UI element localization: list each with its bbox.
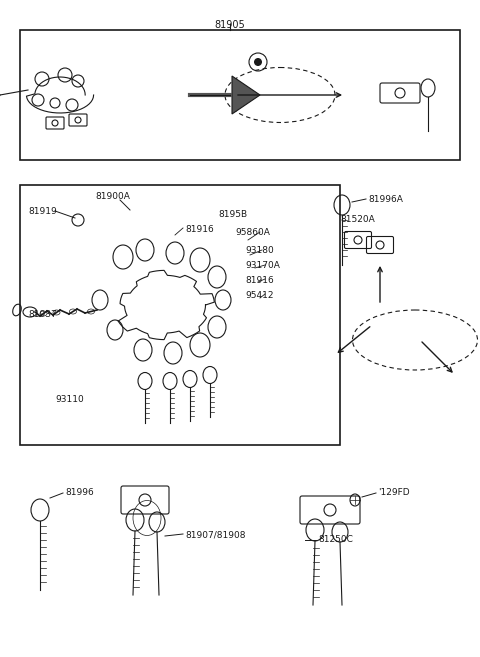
Text: 81916: 81916 bbox=[245, 276, 274, 285]
Text: 93110: 93110 bbox=[55, 395, 84, 404]
Bar bbox=[20, 185, 340, 445]
Text: 95412: 95412 bbox=[245, 291, 274, 300]
Text: 93170A: 93170A bbox=[245, 261, 280, 270]
Text: 93180: 93180 bbox=[245, 246, 274, 255]
Text: 81907/81908: 81907/81908 bbox=[185, 530, 245, 539]
Text: 81250C: 81250C bbox=[318, 535, 353, 544]
Text: 8195B: 8195B bbox=[218, 210, 247, 219]
Text: 81919: 81919 bbox=[28, 207, 57, 216]
Polygon shape bbox=[232, 76, 260, 114]
Text: '129FD: '129FD bbox=[378, 488, 409, 497]
Text: 81937: 81937 bbox=[28, 310, 57, 319]
Text: 81520A: 81520A bbox=[340, 215, 375, 224]
Text: 81916: 81916 bbox=[185, 225, 214, 234]
Bar bbox=[20, 30, 460, 160]
Text: 81905: 81905 bbox=[215, 20, 245, 30]
Circle shape bbox=[254, 58, 262, 66]
Text: 81996: 81996 bbox=[65, 488, 94, 497]
Text: 81996A: 81996A bbox=[368, 195, 403, 204]
Text: 95860A: 95860A bbox=[235, 228, 270, 237]
Text: 81900A: 81900A bbox=[95, 192, 130, 201]
